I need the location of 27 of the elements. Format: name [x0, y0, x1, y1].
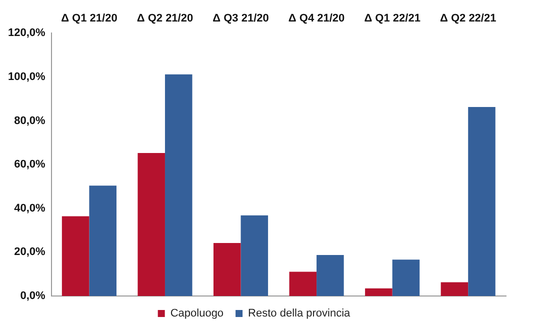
- y-tick-label: 100,0%: [8, 71, 46, 84]
- bar: [164, 74, 192, 296]
- y-tick-label: 60,0%: [14, 158, 46, 171]
- bar: [392, 260, 420, 296]
- bar: [440, 282, 468, 296]
- bar: [213, 243, 241, 296]
- legend-label: Resto della provincia: [248, 308, 352, 320]
- bar: [316, 255, 344, 296]
- bar: [62, 216, 90, 296]
- bar: [89, 186, 116, 296]
- y-tick-label: 120,0%: [8, 27, 46, 40]
- x-tick-label: Δ Q3 21/20: [212, 12, 269, 25]
- x-tick-label: Δ Q4 21/20: [288, 12, 345, 25]
- bar: [289, 272, 317, 296]
- x-tick-label: Δ Q2 22/21: [440, 12, 496, 25]
- bar: [240, 215, 268, 296]
- y-tick-label: 80,0%: [14, 114, 46, 127]
- bar: [138, 152, 165, 296]
- bar: [365, 288, 392, 296]
- y-tick-label: 20,0%: [14, 246, 46, 258]
- x-tick-label: Δ Q2 21/20: [136, 12, 194, 25]
- y-tick-label: 40,0%: [14, 202, 46, 214]
- legend-label: Capoluogo: [170, 308, 224, 320]
- y-tick-label: 0,0%: [20, 290, 46, 302]
- bar: [468, 107, 496, 296]
- x-tick-label: Δ Q1 22/21: [364, 12, 420, 25]
- x-tick-label: Δ Q1 21/20: [61, 12, 118, 25]
